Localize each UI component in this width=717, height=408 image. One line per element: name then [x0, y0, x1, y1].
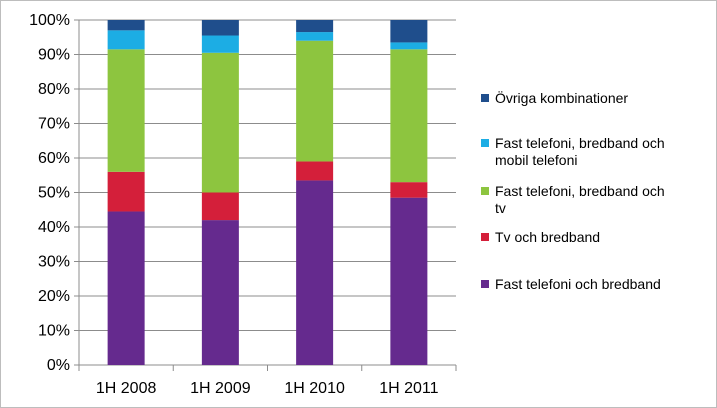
- y-tick-label: 20%: [38, 288, 70, 305]
- legend-label: Tv och bredband: [495, 229, 600, 245]
- bar-segment: [296, 161, 334, 181]
- y-tick-label: 90%: [38, 47, 70, 64]
- y-tick-label: 30%: [38, 254, 70, 271]
- legend-swatch: [481, 94, 489, 102]
- bar-segment: [296, 40, 334, 162]
- bar-segment: [107, 171, 145, 212]
- bar-segment: [390, 20, 428, 43]
- bar-segment: [201, 35, 239, 53]
- y-tick-label: 80%: [38, 81, 70, 98]
- bar-segment: [201, 20, 239, 36]
- legend-label: Fast telefoni, bredband och mobil telefon…: [495, 135, 665, 168]
- bar-segment: [201, 52, 239, 193]
- bar-segment: [107, 49, 145, 172]
- x-tick-label: 1H 2009: [190, 380, 251, 397]
- bar-segment: [390, 182, 428, 198]
- y-tick-label: 50%: [38, 185, 70, 202]
- y-tick-label: 60%: [38, 150, 70, 167]
- bar-segment: [107, 20, 145, 31]
- bar-segment: [201, 220, 239, 365]
- y-tick-label: 40%: [38, 219, 70, 236]
- bar-segment: [390, 49, 428, 183]
- bar-segment: [296, 20, 334, 33]
- bar-segment: [296, 180, 334, 365]
- legend-swatch: [481, 187, 489, 195]
- legend-label: Fast telefoni, bredband och tv: [495, 183, 665, 216]
- bar-segment: [201, 192, 239, 221]
- x-tick-label: 1H 2011: [379, 380, 438, 397]
- y-tick-label: 100%: [29, 12, 70, 29]
- legend-label: Fast telefoni och bredband: [495, 276, 661, 292]
- x-tick-label: 1H 2008: [96, 380, 157, 397]
- legend-label: Övriga kombinationer: [495, 89, 628, 106]
- bar-segment: [296, 32, 334, 41]
- y-tick-label: 10%: [38, 323, 70, 340]
- bar-segment: [390, 42, 428, 50]
- y-tick-label: 0%: [47, 357, 70, 374]
- bar-segment: [107, 30, 145, 50]
- legend-swatch: [481, 233, 489, 241]
- legend-swatch: [481, 139, 489, 147]
- bar-segment: [107, 211, 145, 365]
- legend-swatch: [481, 280, 489, 288]
- bar-segment: [390, 197, 428, 365]
- y-tick-label: 70%: [38, 116, 70, 133]
- x-tick-label: 1H 2010: [284, 380, 345, 397]
